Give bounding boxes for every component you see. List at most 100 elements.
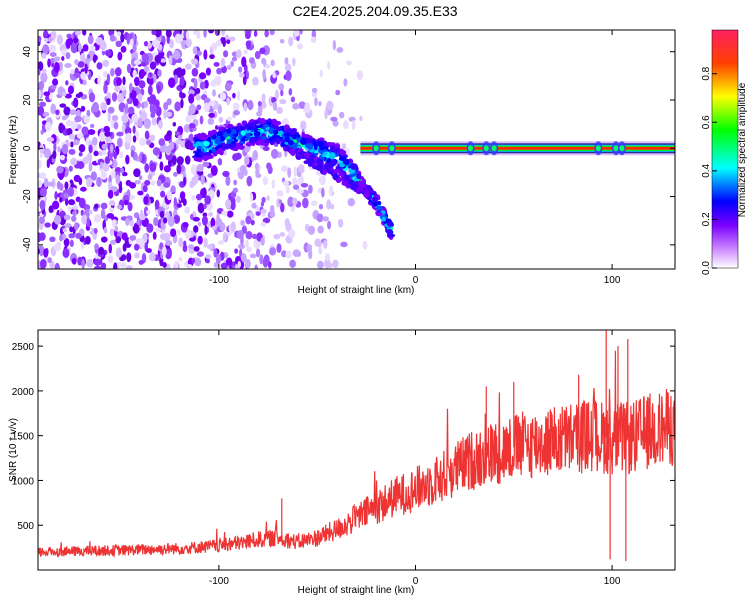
spectrogram-cell xyxy=(47,257,52,264)
spectrogram-signal-cell xyxy=(318,140,324,147)
spectrogram-cell xyxy=(244,156,250,166)
spectrogram-cell xyxy=(61,48,67,57)
spectrogram-cell xyxy=(62,248,70,258)
spectrogram-cell xyxy=(89,123,95,129)
spectrogram-cell xyxy=(75,93,82,99)
spectrogram-cell xyxy=(100,236,108,243)
spectrogram-cell xyxy=(95,36,103,46)
spectrogram-cell xyxy=(71,215,77,223)
spectrogram-cell xyxy=(148,78,154,86)
spectrogram-signal-cell xyxy=(245,133,251,138)
spectrogram-cell xyxy=(176,228,181,236)
spectrogram-cell xyxy=(326,100,334,111)
spectrogram-cell xyxy=(129,38,134,47)
spectrogram-cell xyxy=(196,50,202,56)
spectrogram-cell xyxy=(137,93,143,102)
spectrogram-cell xyxy=(210,165,218,176)
spectrogram-cell xyxy=(109,228,115,236)
spectrogram-cell xyxy=(104,130,111,137)
spectrogram-signal-cell xyxy=(241,125,249,130)
spectrogram-cell xyxy=(131,57,137,67)
spectrogram-cell xyxy=(245,215,252,225)
spectrogram-cell xyxy=(64,197,69,206)
spectrogram-cell xyxy=(262,68,266,80)
spectrogram-cell xyxy=(138,213,147,221)
spectrogram-cell xyxy=(81,214,88,225)
spectrogram-cell xyxy=(216,39,222,47)
spectrogram-cell xyxy=(78,152,83,157)
spectrogram-cell xyxy=(212,89,216,97)
spectrogram-cell xyxy=(114,225,119,232)
spectrogram-cell xyxy=(100,262,107,269)
snr-panel: -100 0 100 500 1000 1500 2000 2500 Height of s… xyxy=(8,329,676,596)
spectrogram-cell xyxy=(269,30,275,36)
spectrogram-signal-cell xyxy=(245,142,252,147)
spectrogram-cell xyxy=(210,217,216,228)
spectrogram-signal-cell xyxy=(268,127,275,134)
spectrogram-cell xyxy=(296,43,304,50)
spectrogram-cell xyxy=(122,171,128,177)
spectrogram-cell xyxy=(362,240,368,250)
spectrogram-cell xyxy=(307,225,316,235)
spectrogram-cell xyxy=(55,109,60,116)
spectrogram-cell xyxy=(74,222,79,231)
spectrogram-cell xyxy=(330,203,335,210)
spectrogram-cell xyxy=(63,237,70,247)
spectrogram-cell xyxy=(110,239,117,245)
spectrogram-cell xyxy=(230,60,234,67)
spectrogram-cell xyxy=(226,210,234,218)
spectrogram-cell xyxy=(151,30,157,36)
spectrogram-signal-cell xyxy=(353,177,358,183)
spectrogram-signal-cell xyxy=(259,141,264,145)
spectrogram-signal-cell xyxy=(251,121,257,127)
spectrogram-signal-cell xyxy=(298,150,305,156)
spectrogram-cell xyxy=(146,139,151,146)
spectrogram-cell xyxy=(188,244,195,250)
spectrogram-cell xyxy=(129,234,137,241)
spectrogram-cell xyxy=(53,215,62,225)
spectrogram-cell xyxy=(176,156,184,166)
y-tick-label: 1500 xyxy=(12,432,35,443)
spectrogram-cell xyxy=(59,197,63,203)
spectrogram-cell xyxy=(195,87,201,95)
spectrogram-signal-cell xyxy=(205,155,211,160)
spectrogram-x-label: Height of straight line (km) xyxy=(298,285,415,296)
spectrogram-cell xyxy=(68,165,73,172)
spectrogram-cell xyxy=(109,34,116,42)
spectrogram-cell xyxy=(182,221,189,228)
spectrogram-cell xyxy=(69,179,74,189)
colorbar-label: Normalized spectral amplitude xyxy=(737,82,748,217)
spectrogram-cell xyxy=(125,218,130,226)
spectrogram-cell xyxy=(93,54,97,64)
spectrogram-cell xyxy=(59,234,63,242)
spectrogram-cell xyxy=(218,116,224,123)
spectrogram-cell xyxy=(38,35,42,43)
spectrogram-cell xyxy=(328,185,334,196)
spectrogram-cell xyxy=(197,202,205,214)
spectrogram-cell xyxy=(246,175,253,187)
spectrogram-cell xyxy=(150,180,156,186)
spectrogram-cell xyxy=(49,44,57,53)
spectrogram-cell xyxy=(284,57,289,65)
spectrogram-cell xyxy=(149,252,156,262)
spectrogram-cell xyxy=(182,198,187,206)
spectrogram-cell xyxy=(193,246,200,252)
spectrogram-cell xyxy=(244,258,251,269)
spectrogram-cell xyxy=(356,70,364,81)
spectrogram-cell xyxy=(132,69,137,80)
spectrogram-cell xyxy=(323,239,328,249)
snr-x-axis: -100 0 100 xyxy=(209,330,621,587)
spectrogram-cell xyxy=(190,164,197,175)
spectrogram-cell xyxy=(57,146,61,153)
spectrogram-cell xyxy=(153,73,157,84)
spectrogram-cell xyxy=(195,193,203,201)
spectrogram-cell xyxy=(146,223,154,233)
spectrogram-cell xyxy=(337,218,344,228)
spectrogram-cell xyxy=(292,103,300,110)
spectrogram-cell xyxy=(220,30,226,36)
spectrogram-cell xyxy=(290,96,296,103)
spectrogram-cell xyxy=(186,263,193,269)
spectrogram-cell xyxy=(225,175,231,187)
snr-frame xyxy=(37,329,676,571)
spectrogram-cell xyxy=(203,203,207,210)
